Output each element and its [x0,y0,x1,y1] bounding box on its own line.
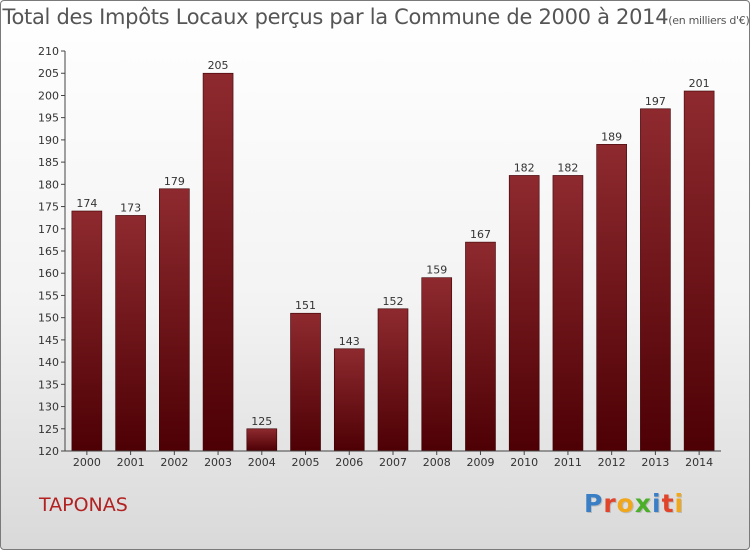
y-tick-label: 145 [38,334,59,347]
chart-title: Total des Impôts Locaux perçus par la Co… [1,5,750,29]
chart-title-unit: (en milliers d'€) [668,14,750,27]
bar-value-label: 173 [120,201,141,214]
y-tick-label: 160 [38,267,59,280]
bar [202,72,234,452]
logo-letter: i [674,489,685,518]
bar [115,215,146,452]
y-tick-label: 200 [38,89,59,102]
bar [421,277,453,452]
x-tick-label: 2002 [160,456,188,469]
proxiti-logo: Proxiti [584,489,684,518]
y-tick-label: 180 [38,178,59,191]
y-tick-label: 190 [38,134,59,147]
y-tick-label: 135 [38,378,59,391]
bar [71,210,103,452]
x-tick-label: 2010 [510,456,538,469]
bar [333,348,365,452]
x-tick-label: 2008 [423,456,451,469]
bar-value-label: 143 [339,335,360,348]
bar-value-label: 159 [426,264,447,277]
y-tick-label: 175 [38,201,59,214]
y-tick-label: 155 [38,289,59,302]
bar [552,175,584,452]
bar-value-label: 197 [645,95,666,108]
y-tick-label: 150 [38,312,59,325]
logo-letter: i [652,489,662,518]
bar [683,90,715,452]
bar-value-label: 189 [601,130,622,143]
y-tick-label: 125 [38,423,59,436]
x-tick-label: 2004 [248,456,276,469]
bar [596,144,627,452]
x-tick-label: 2007 [379,456,407,469]
y-tick-label: 130 [38,401,59,414]
logo-letter: o [616,489,635,518]
bar [508,175,540,452]
bar [377,308,409,452]
bar-value-label: 179 [164,175,185,188]
chart-title-text: Total des Impôts Locaux perçus par la Co… [2,5,669,29]
bar [290,312,321,452]
x-tick-label: 2012 [598,456,626,469]
x-tick-label: 2009 [466,456,494,469]
bar-value-label: 152 [383,295,404,308]
x-tick-label: 2013 [641,456,669,469]
bar [640,108,671,452]
y-tick-label: 185 [38,156,59,169]
bar-value-label: 174 [76,197,97,210]
x-tick-label: 2001 [117,456,145,469]
y-tick-label: 140 [38,356,59,369]
bar-value-label: 205 [208,59,229,72]
x-axis: 2000 2001 2002 2003 2004 2005 2006 2007 2008 2009… [65,450,721,469]
logo-letter: P [584,489,604,518]
y-tick-label: 210 [38,45,59,58]
y-tick-label: 165 [38,245,59,258]
x-tick-label: 2006 [335,456,363,469]
bar-value-label: 151 [295,299,316,312]
y-tick-label: 170 [38,223,59,236]
y-tick-label: 120 [38,445,59,458]
x-tick-label: 2003 [204,456,232,469]
y-tick-label: 205 [38,67,59,80]
bar [159,188,190,452]
x-tick-label: 2000 [73,456,101,469]
logo-letter: r [603,489,617,518]
bar [246,428,278,452]
commune-name: TAPONAS [39,494,128,516]
bar-value-label: 182 [514,161,535,174]
x-tick-label: 2011 [554,456,582,469]
y-axis: 120 125 130 135 140 145 150 155 160 165 170 175 180 1… [38,45,66,458]
bar [465,241,496,452]
x-tick-label: 2005 [292,456,320,469]
x-tick-label: 2014 [685,456,713,469]
y-tick-label: 195 [38,112,59,125]
bars: 174 173 179 205 125 151 143 152 159 167 182 182 189 1… [71,59,715,452]
bar-value-label: 167 [470,228,491,241]
bar-value-label: 125 [251,415,272,428]
logo-letter: t [661,489,675,518]
logo-letter: x [634,489,652,518]
bar-value-label: 182 [557,161,578,174]
bar-value-label: 201 [689,77,710,90]
